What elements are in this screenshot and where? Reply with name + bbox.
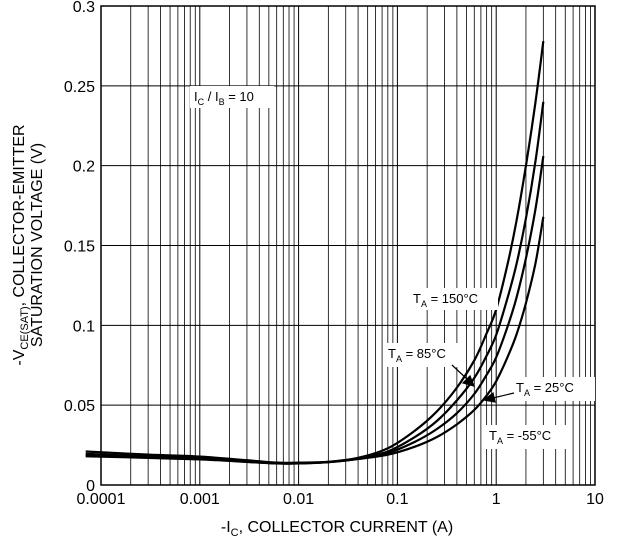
y-tick-label: 0 xyxy=(86,478,95,495)
series-label-minus55: TA = -55°C xyxy=(486,425,572,449)
curves xyxy=(85,40,545,465)
y-tick-label: 0.2 xyxy=(73,159,95,176)
svg-text:TA = 85°C: TA = 85°C xyxy=(388,346,446,364)
x-tick-label: 0.0001 xyxy=(77,491,126,508)
y-tick-label: 0.1 xyxy=(73,318,95,335)
tick-labels: 0.0001 0.001 0.01 0.1 1 10 0 0.05 0.1 0.15 0.2 0.25… xyxy=(64,0,604,508)
plot-frame xyxy=(100,5,596,486)
arrow-25-leader xyxy=(492,392,515,399)
arrow-25-head xyxy=(482,391,496,403)
y-axis-title: -VCE(SAT), COLLECTOR-EMITTER SATURATION … xyxy=(11,124,46,365)
x-tick-label: 1 xyxy=(492,491,501,508)
arrow-85-head xyxy=(461,374,476,387)
arrow-85-leader xyxy=(451,364,469,381)
svg-text:TA = 25°C: TA = 25°C xyxy=(516,380,574,398)
svg-text:SATURATION VOLTAGE (V): SATURATION VOLTAGE (V) xyxy=(29,143,46,347)
x-tick-label: 0.01 xyxy=(283,491,314,508)
y-tick-label: 0.3 xyxy=(73,0,95,16)
svg-text:TA = 150°C: TA = 150°C xyxy=(413,291,478,309)
series-label-25: TA = 25°C xyxy=(513,377,595,401)
svg-text:IC / IB = 10: IC / IB = 10 xyxy=(194,89,254,107)
x-tick-label: 0.1 xyxy=(386,491,408,508)
svg-text:-VCE(SAT), COLLECTOR-EMITTER: -VCE(SAT), COLLECTOR-EMITTER xyxy=(11,124,31,365)
condition-label: IC / IB = 10 xyxy=(190,86,274,108)
series-line-3 xyxy=(85,216,545,464)
series-label-85: TA = 85°C xyxy=(384,343,466,367)
series-label-150: TA = 150°C xyxy=(410,288,498,310)
x-tick-label: 10 xyxy=(586,491,604,508)
y-tick-label: 0.25 xyxy=(64,79,95,96)
series-line-0 xyxy=(85,40,545,465)
y-tick-label: 0.05 xyxy=(64,398,95,415)
x-tick-label: 0.001 xyxy=(180,491,220,508)
x-axis-title: -IC, COLLECTOR CURRENT (A) xyxy=(221,519,453,539)
svg-text:TA = -55°C: TA = -55°C xyxy=(489,428,551,446)
y-tick-label: 0.15 xyxy=(64,239,95,256)
grid xyxy=(100,5,595,486)
